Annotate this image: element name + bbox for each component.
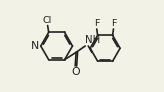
Text: Cl: Cl	[43, 16, 52, 25]
Text: N: N	[31, 41, 39, 51]
Text: O: O	[71, 67, 80, 77]
Text: F: F	[111, 19, 116, 28]
Text: NH: NH	[85, 35, 101, 45]
Text: F: F	[94, 19, 99, 28]
